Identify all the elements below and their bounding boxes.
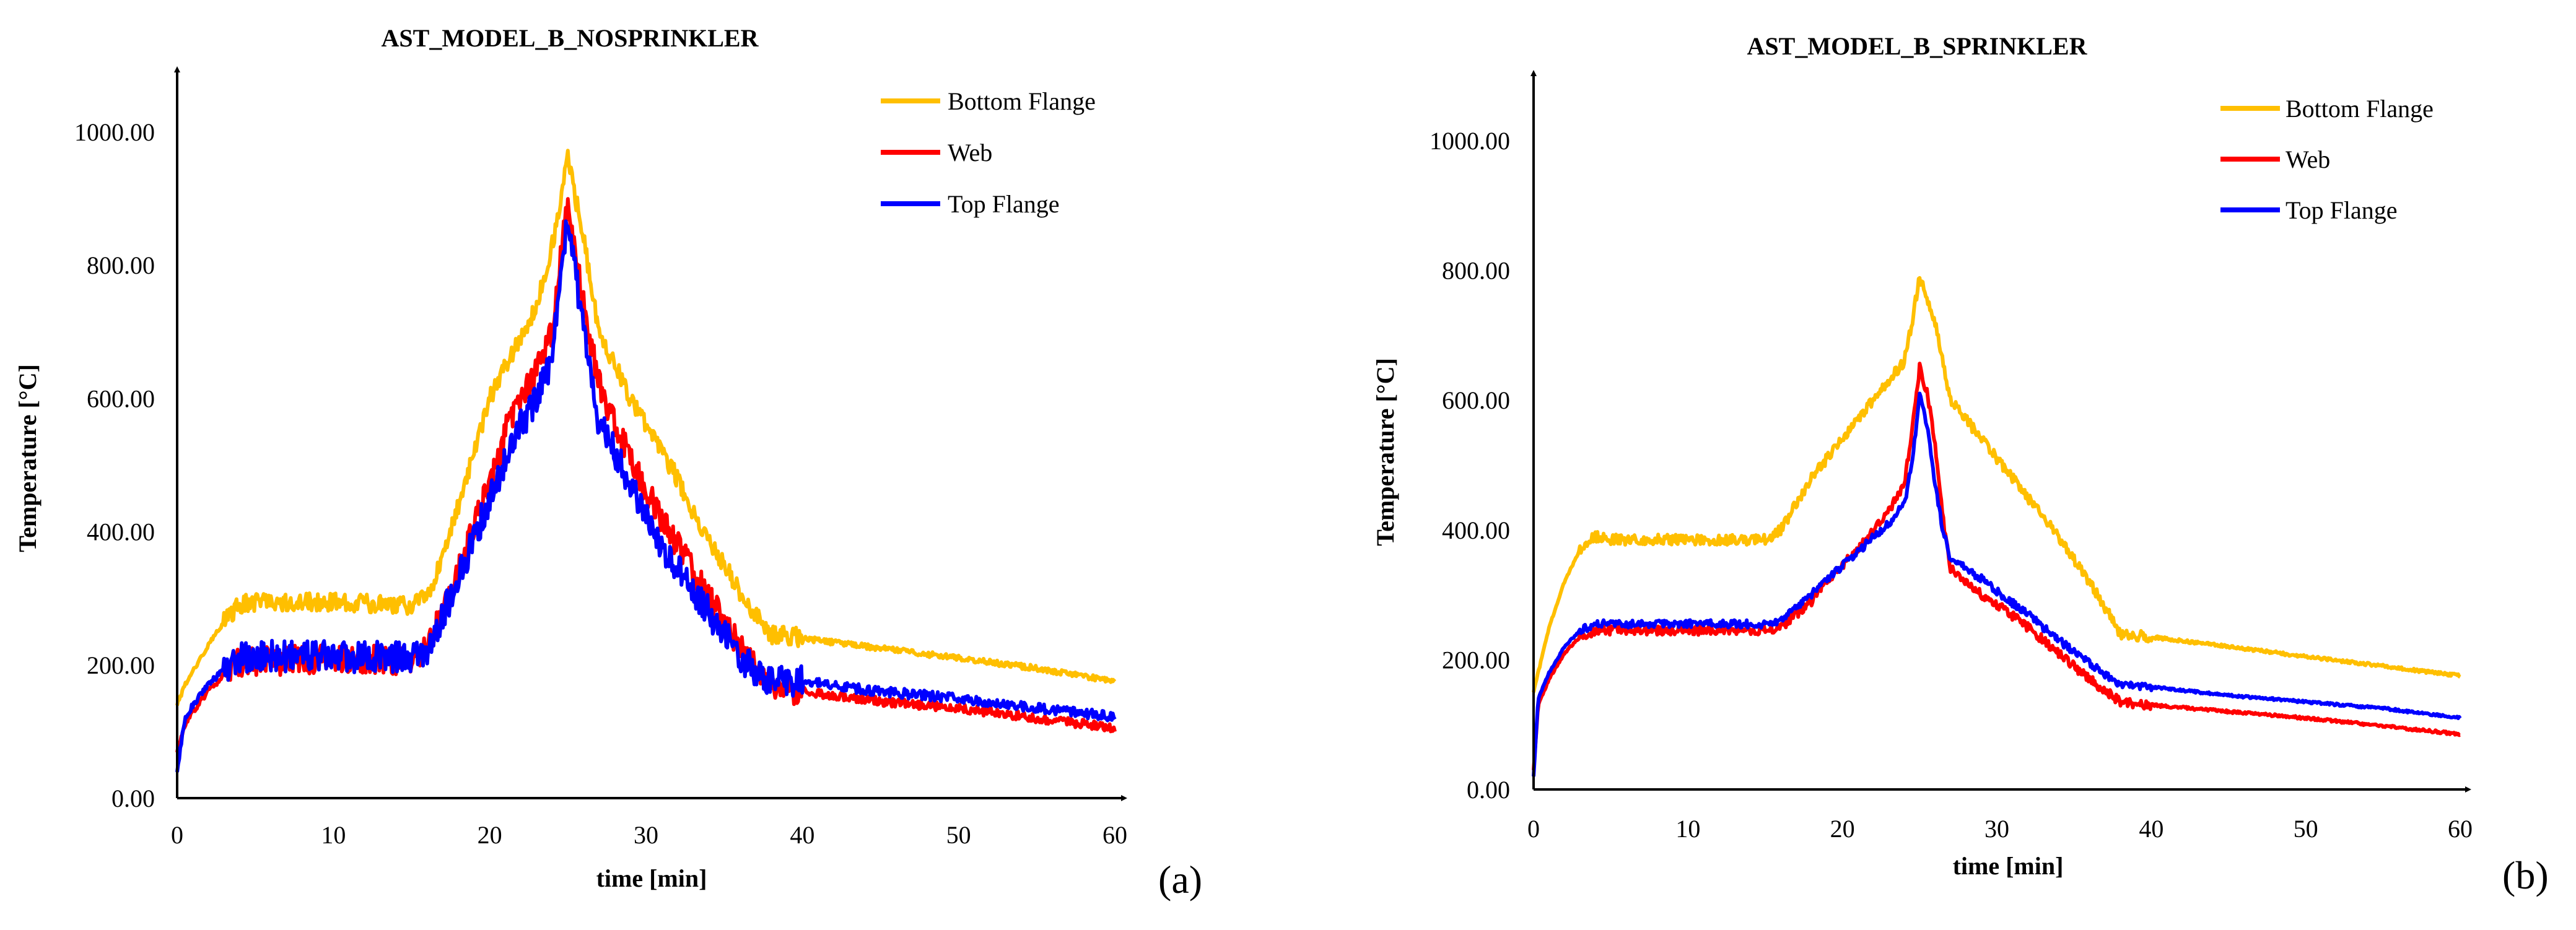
y-tick-labels: 0.00 200.00 400.00 600.00 800.00 1000.00 (74, 118, 155, 812)
y-tick-labels: 0.00 200.00 400.00 600.00 800.00 1000.00 (1430, 127, 1510, 804)
chart-panel-a: AST_MODEL_B_NOSPRINKLER 0.00200.00400.00… (14, 24, 1202, 902)
x-tick-label: 40 (2139, 815, 2163, 843)
x-tick-labels: 0 10 20 30 40 50 60 (1527, 815, 2473, 843)
x-tick-label: 60 (2448, 815, 2473, 843)
y-tick-label: 600.00 (87, 385, 155, 412)
x-axis-title: time [min] (596, 864, 707, 892)
legend-label: Top Flange (948, 190, 1060, 218)
legend-label: Bottom Flange (2286, 95, 2434, 123)
legend-item: Top Flange (881, 190, 1060, 218)
y-tick-label: 800.00 (1442, 257, 1510, 285)
legend-item: Bottom Flange (881, 87, 1096, 115)
x-tick-label: 30 (634, 821, 658, 849)
legend-label: Top Flange (2286, 196, 2398, 224)
y-tick-label: 1000.00 (74, 118, 155, 146)
x-tick-label: 50 (2294, 815, 2318, 843)
y-axis-title: Temperature [°C] (1371, 358, 1399, 546)
x-tick-label: 0 (171, 821, 183, 849)
legend-item: Top Flange (2220, 196, 2398, 224)
x-tick-label: 20 (1830, 815, 1855, 843)
x-tick-label: 10 (1675, 815, 1700, 843)
y-tick-label: 400.00 (1442, 516, 1510, 544)
series-line (1532, 276, 2461, 693)
x-axis-title: time [min] (1953, 852, 2064, 880)
panel-label-a: (a) (1158, 858, 1202, 902)
series-line (1532, 362, 2461, 771)
series-line (1532, 391, 2462, 777)
x-tick-label: 20 (478, 821, 502, 849)
series-group (1532, 276, 2462, 777)
y-tick-label: 200.00 (1442, 646, 1510, 674)
legend: Bottom Flange Web Top Flange (2220, 95, 2434, 224)
legend-label: Bottom Flange (948, 87, 1096, 115)
chart-title: AST_MODEL_B_SPRINKLER (1747, 32, 2088, 60)
series-group (175, 149, 1117, 773)
y-tick-label: 0.00 (111, 784, 155, 812)
legend-item: Bottom Flange (2220, 95, 2434, 123)
legend-item: Web (881, 139, 992, 167)
chart-panel-b: AST_MODEL_B_SPRINKLER 0.00 200.00 400.00 60… (1371, 32, 2549, 897)
y-tick-label: 1000.00 (1430, 127, 1510, 155)
panel-label-b: (b) (2502, 853, 2549, 897)
x-tick-labels: 0 10 20 30 40 50 60 (171, 821, 1127, 849)
y-tick-label: 200.00 (87, 651, 155, 679)
series-line (175, 149, 1117, 706)
series-line (175, 219, 1117, 773)
y-tick-label: 0.00 (1467, 776, 1510, 804)
x-tick-label: 0 (1527, 815, 1540, 843)
y-tick-label: 800.00 (87, 251, 155, 279)
chart-title: AST_MODEL_B_NOSPRINKLER (382, 24, 759, 52)
legend-label: Web (2286, 146, 2330, 173)
x-tick-label: 10 (321, 821, 346, 849)
legend-label: Web (948, 139, 992, 167)
x-tick-label: 60 (1102, 821, 1127, 849)
y-axis-title: Temperature [°C] (14, 364, 41, 552)
x-tick-label: 50 (946, 821, 971, 849)
legend: Bottom Flange Web Top Flange (881, 87, 1096, 218)
legend-item: Web (2220, 146, 2330, 173)
y-tick-label: 400.00 (87, 518, 155, 546)
y-tick-label: 600.00 (1442, 386, 1510, 414)
x-tick-label: 30 (1984, 815, 2009, 843)
x-tick-label: 40 (790, 821, 814, 849)
